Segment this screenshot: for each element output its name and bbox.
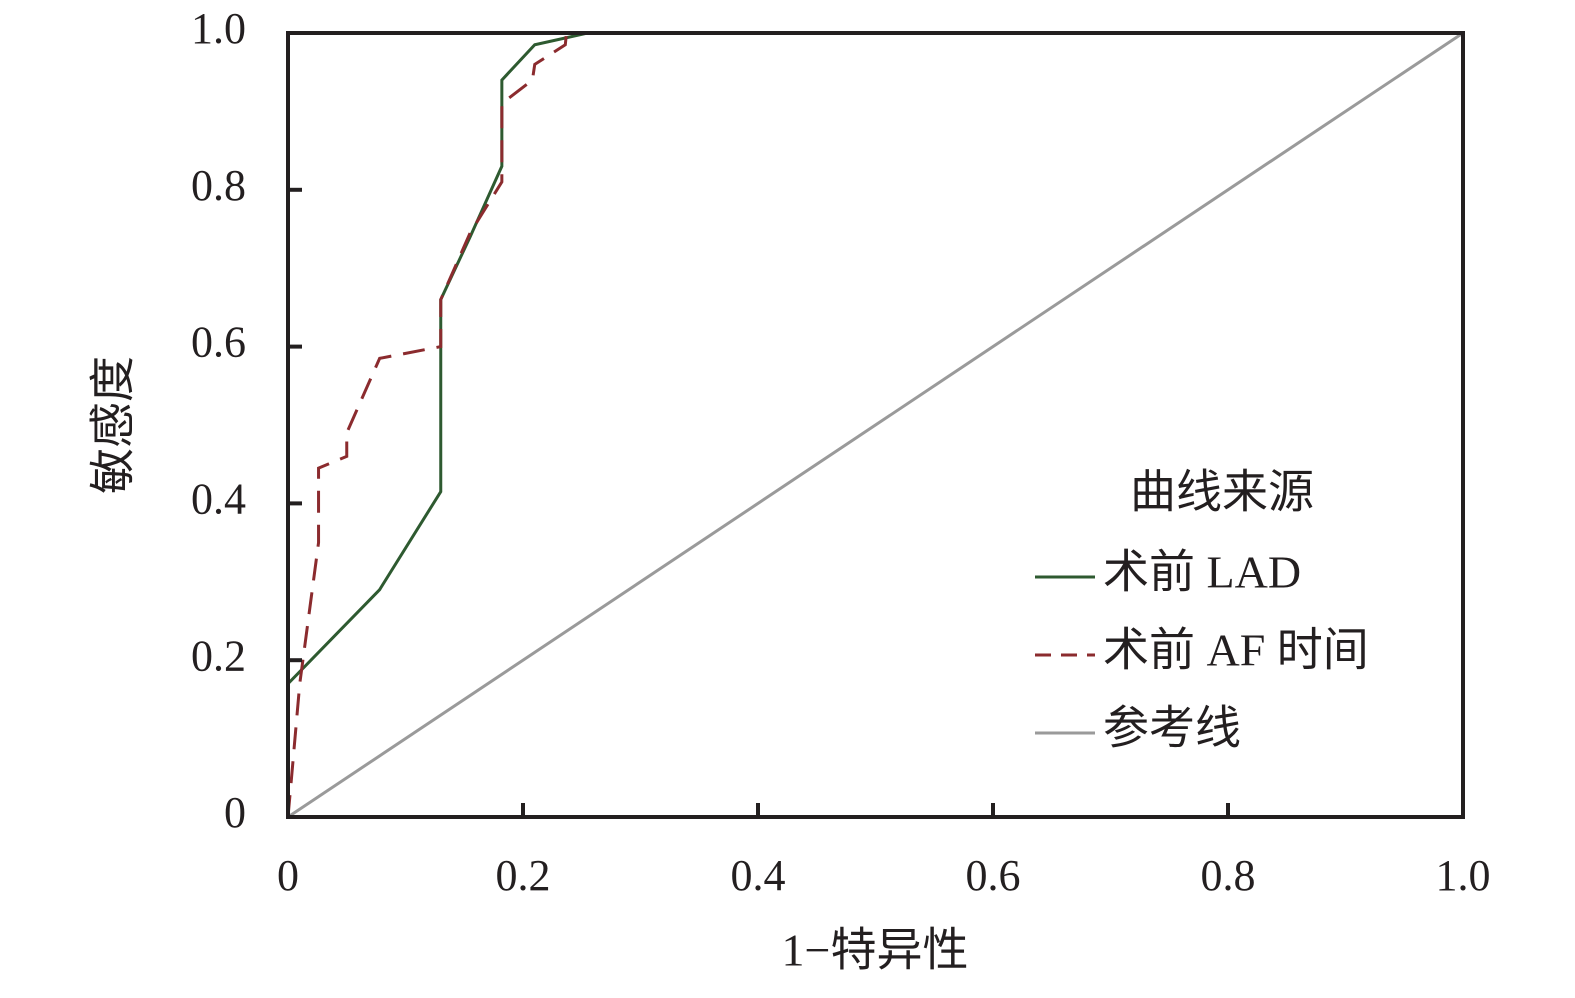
- roc-line: [286, 31, 1463, 818]
- x-tick-label: 0.4: [731, 851, 786, 900]
- roc-line: [286, 31, 1463, 817]
- y-tick-label: 1.0: [191, 4, 246, 53]
- y-tick-label: 0.8: [191, 161, 246, 210]
- x-tick-label: 0.8: [1201, 851, 1256, 900]
- y-axis-label: 敏感度: [88, 356, 139, 494]
- legend-label: 术前 AF 时间: [1103, 625, 1369, 676]
- x-tick-label: 0.6: [966, 851, 1021, 900]
- legend-title: 曲线来源: [1130, 467, 1314, 518]
- y-tick-label: 0.6: [191, 318, 246, 367]
- x-tick-label: 0.2: [496, 851, 551, 900]
- roc-line: [287, 31, 1464, 819]
- legend-label: 参考线: [1103, 703, 1241, 754]
- y-tick-label: 0.2: [191, 631, 246, 680]
- x-axis-label: 1−特异性: [782, 925, 969, 976]
- plot-frame: [286, 31, 1465, 819]
- y-tick-label: 0.4: [191, 474, 246, 523]
- y-tick-label: 0: [224, 788, 246, 837]
- x-tick-label: 1.0: [1436, 851, 1491, 900]
- legend-label: 术前 LAD: [1103, 547, 1301, 598]
- x-tick-label: 0: [277, 851, 299, 900]
